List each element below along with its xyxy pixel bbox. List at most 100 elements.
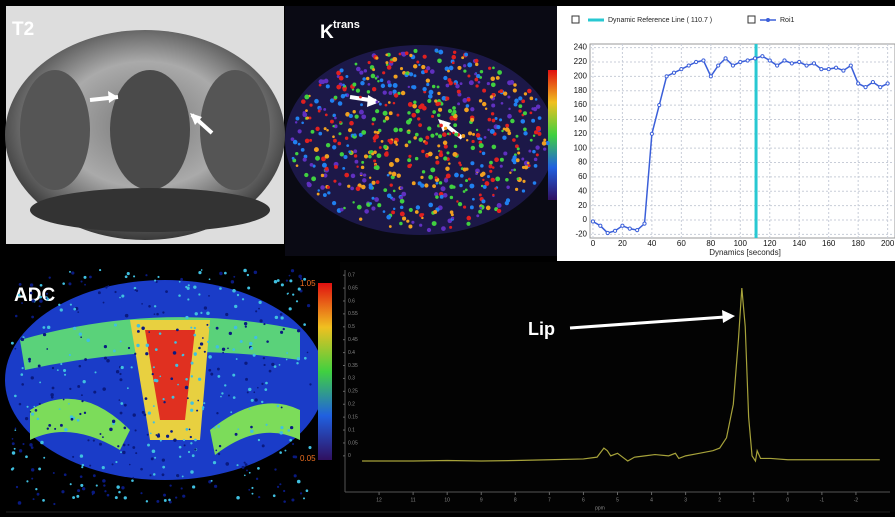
speckle xyxy=(84,358,87,361)
speckle xyxy=(242,298,244,300)
data-point xyxy=(857,82,860,85)
speckle xyxy=(333,139,337,143)
speckle xyxy=(215,450,217,452)
speckle xyxy=(457,90,461,94)
data-point xyxy=(827,68,830,71)
speckle xyxy=(309,139,312,142)
speckle xyxy=(307,352,309,354)
y-tick-label: 0.2 xyxy=(348,402,355,408)
speckle xyxy=(465,179,468,182)
data-point xyxy=(805,64,808,67)
speckle xyxy=(120,340,122,342)
speckle xyxy=(87,439,89,441)
speckle xyxy=(287,429,290,432)
speckle xyxy=(301,99,306,104)
speckle xyxy=(407,111,410,114)
speckle xyxy=(360,103,363,106)
speckle xyxy=(194,448,196,450)
speckle xyxy=(169,484,171,486)
speckle xyxy=(428,175,433,180)
speckle xyxy=(505,124,509,128)
speckle xyxy=(501,102,504,105)
speckle xyxy=(14,348,16,350)
speckle xyxy=(534,158,538,162)
speckle xyxy=(359,217,362,220)
speckle xyxy=(342,84,345,87)
speckle xyxy=(377,153,382,158)
speckle xyxy=(39,299,42,302)
speckle xyxy=(315,127,319,131)
speckle xyxy=(191,375,193,377)
speckle xyxy=(194,327,196,329)
speckle xyxy=(60,424,63,427)
speckle xyxy=(447,133,450,136)
speckle xyxy=(408,102,413,107)
speckle xyxy=(266,340,269,343)
speckle xyxy=(144,413,147,416)
speckle xyxy=(434,99,437,102)
speckle xyxy=(233,276,235,278)
speckle xyxy=(373,140,376,143)
speckle xyxy=(513,88,517,92)
speckle xyxy=(177,384,179,386)
speckle xyxy=(217,375,220,378)
speckle xyxy=(470,107,474,111)
speckle xyxy=(428,152,433,157)
speckle xyxy=(407,158,411,162)
speckle xyxy=(332,201,336,205)
speckle xyxy=(230,411,232,413)
speckle xyxy=(153,421,155,423)
speckle xyxy=(411,221,414,224)
speckle xyxy=(47,326,50,329)
speckle xyxy=(363,173,366,176)
speckle xyxy=(415,109,420,114)
speckle xyxy=(406,120,411,125)
speckle xyxy=(487,82,490,85)
speckle xyxy=(283,500,286,503)
annotation: Lip xyxy=(528,319,555,339)
speckle xyxy=(383,111,388,116)
speckle xyxy=(162,311,164,313)
speckle xyxy=(134,287,137,290)
speckle xyxy=(515,188,518,191)
speckle xyxy=(361,161,364,164)
speckle xyxy=(107,285,109,287)
speckle xyxy=(343,155,347,159)
speckle xyxy=(350,187,354,191)
speckle xyxy=(352,83,356,87)
speckle xyxy=(79,333,82,336)
speckle xyxy=(479,143,484,148)
speckle xyxy=(200,312,202,314)
speckle xyxy=(399,196,403,200)
speckle xyxy=(290,426,293,429)
speckle xyxy=(536,126,541,131)
speckle xyxy=(30,283,33,286)
speckle xyxy=(499,118,502,121)
speckle xyxy=(392,172,397,177)
speckle xyxy=(412,104,417,109)
speckle xyxy=(452,185,455,188)
speckle xyxy=(498,91,501,94)
speckle xyxy=(117,445,119,447)
speckle xyxy=(300,492,302,494)
x-tick-label: 11 xyxy=(411,497,416,503)
speckle xyxy=(489,161,493,165)
y-tick-label: 80 xyxy=(578,158,587,167)
speckle xyxy=(533,181,537,185)
speckle xyxy=(536,153,539,156)
data-point xyxy=(798,60,801,63)
speckle xyxy=(467,62,472,67)
speckle xyxy=(298,129,302,133)
speckle xyxy=(71,418,74,421)
speckle xyxy=(112,420,115,423)
speckle xyxy=(508,108,510,110)
speckle xyxy=(311,130,315,134)
speckle xyxy=(170,430,173,433)
speckle xyxy=(148,331,150,333)
x-tick-label: 160 xyxy=(822,239,836,248)
speckle xyxy=(443,141,448,146)
speckle xyxy=(156,434,158,436)
speckle xyxy=(387,80,391,84)
data-point xyxy=(776,64,779,67)
data-point xyxy=(643,222,646,225)
